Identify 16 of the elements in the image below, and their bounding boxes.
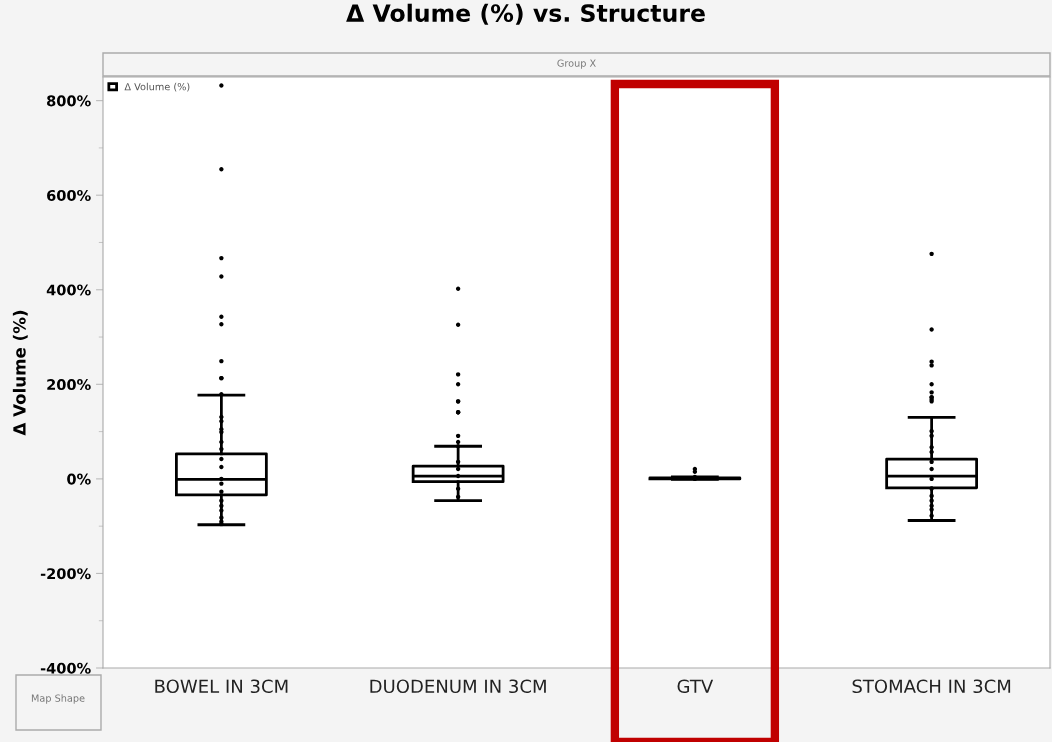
x-tick-label: GTV xyxy=(677,679,714,694)
y-tick-label: -400% xyxy=(40,662,91,674)
text: Group X xyxy=(557,59,596,69)
y-tick-label: 200% xyxy=(47,379,91,391)
x-tick-label: DUODENUM IN 3CM xyxy=(370,679,546,694)
x-tick-label: STOMACH IN 3CM xyxy=(852,679,1011,694)
y-tick-label: -200% xyxy=(40,568,91,580)
legend-label: Δ Volume (%) xyxy=(124,82,190,92)
y-tick-label: 600% xyxy=(47,189,91,201)
chart-title: Δ Volume (%) vs. Structure xyxy=(346,3,705,25)
y-axis-title: Δ Volume (%) xyxy=(12,310,28,436)
y-tick-label: 800% xyxy=(47,95,91,107)
x-tick-label: BOWEL IN 3CM xyxy=(155,679,288,694)
text: Map Shape xyxy=(31,694,85,704)
y-tick-label: 400% xyxy=(46,284,91,296)
y-tick-label: 0% xyxy=(67,473,91,485)
